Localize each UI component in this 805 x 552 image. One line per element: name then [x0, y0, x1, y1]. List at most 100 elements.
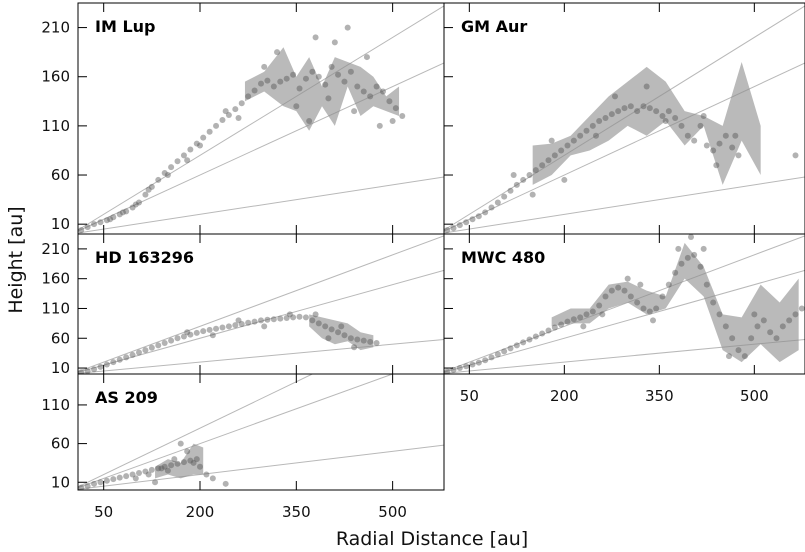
data-point: [469, 216, 476, 223]
y-tick-label: 110: [41, 396, 70, 414]
data-point: [200, 134, 207, 141]
data-point: [399, 113, 406, 120]
data-point: [520, 176, 527, 183]
y-tick-label: 110: [41, 299, 70, 317]
data-point: [494, 351, 501, 358]
data-point: [103, 217, 110, 224]
reference-line-0-4: [78, 374, 314, 488]
data-point: [688, 234, 694, 240]
data-point: [277, 315, 284, 322]
data-point: [510, 172, 517, 179]
data-point: [773, 335, 780, 342]
data-point: [148, 344, 155, 351]
data-point: [653, 108, 660, 115]
x-tick-label: 50: [460, 387, 479, 405]
data-point: [513, 342, 520, 349]
data-point: [351, 108, 358, 115]
data-point: [501, 193, 508, 200]
data-point: [155, 176, 162, 183]
data-point: [193, 140, 200, 147]
data-point: [103, 477, 110, 484]
data-point: [235, 115, 242, 122]
panel-gm-aur: GM Aur: [443, 2, 805, 235]
panel-frame: [77, 373, 445, 491]
reference-line-0-1: [78, 338, 444, 374]
data-point: [593, 132, 599, 139]
data-point: [570, 316, 577, 323]
data-point: [325, 335, 332, 342]
data-point: [302, 75, 309, 82]
data-point: [627, 293, 634, 300]
data-point: [697, 122, 704, 129]
data-point: [501, 348, 508, 355]
data-point: [84, 224, 91, 231]
y-tick-label: 60: [51, 435, 70, 453]
data-point: [136, 349, 142, 356]
data-point: [110, 214, 117, 221]
data-point: [634, 108, 641, 115]
data-point: [206, 326, 213, 333]
data-point: [444, 368, 451, 374]
data-point: [174, 460, 181, 467]
data-point: [78, 484, 85, 490]
data-point: [640, 103, 647, 110]
x-tick-label: 500: [378, 503, 407, 521]
data-point: [380, 88, 386, 95]
data-point: [621, 105, 628, 112]
data-point: [312, 311, 319, 318]
data-point: [91, 366, 98, 373]
data-point: [444, 227, 451, 234]
data-point: [123, 473, 130, 480]
y-axis-label: Height [au]: [5, 206, 27, 313]
data-point: [187, 146, 194, 153]
data-point: [155, 465, 162, 472]
data-point: [751, 311, 758, 318]
data-point: [602, 115, 609, 122]
data-point: [338, 323, 345, 330]
data-point: [200, 328, 207, 335]
data-point: [456, 222, 463, 229]
data-point: [136, 469, 142, 476]
data-point: [583, 311, 590, 318]
data-point: [570, 137, 577, 144]
data-point: [596, 117, 603, 124]
data-point: [539, 162, 546, 169]
data-point: [213, 325, 220, 332]
data-point: [225, 112, 232, 119]
data-point: [78, 227, 85, 234]
data-point: [225, 323, 232, 330]
data-point: [672, 115, 679, 122]
data-point: [548, 137, 555, 144]
reference-line-0-3: [444, 269, 805, 373]
data-point: [209, 332, 216, 339]
data-point: [608, 287, 615, 294]
x-tick-label: 200: [550, 387, 579, 405]
data-point: [684, 254, 691, 261]
data-point: [760, 317, 767, 324]
data-point: [145, 471, 152, 478]
data-point: [158, 465, 165, 472]
data-point: [354, 83, 361, 90]
data-point: [116, 211, 123, 218]
data-point: [786, 317, 793, 324]
data-point: [161, 463, 168, 470]
data-point: [703, 142, 710, 149]
data-point: [331, 39, 338, 46]
data-point: [309, 317, 316, 324]
data-point: [646, 105, 653, 112]
data-point: [315, 73, 322, 80]
reference-line-0-3: [78, 269, 444, 373]
data-point: [710, 147, 717, 154]
data-point: [659, 113, 666, 120]
data-point: [615, 108, 622, 115]
data-point: [729, 144, 736, 151]
data-point: [792, 152, 799, 159]
data-point: [735, 152, 742, 159]
data-point: [312, 34, 319, 41]
data-point: [148, 183, 155, 190]
data-point: [325, 95, 332, 102]
data-point: [116, 474, 123, 481]
data-point: [662, 117, 669, 124]
x-tick-label: 50: [94, 503, 113, 521]
